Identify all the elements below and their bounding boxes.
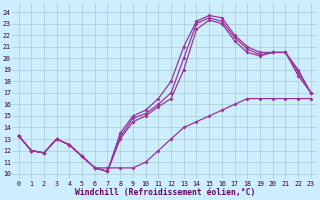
X-axis label: Windchill (Refroidissement éolien,°C): Windchill (Refroidissement éolien,°C) bbox=[75, 188, 255, 197]
